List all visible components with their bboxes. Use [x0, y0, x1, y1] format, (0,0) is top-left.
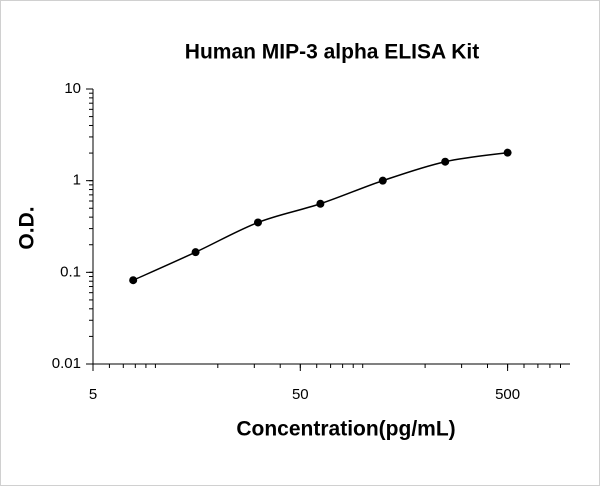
data-point: [129, 276, 138, 285]
y-tick-label: 0.01: [52, 355, 81, 372]
y-tick-label: 1: [73, 172, 81, 189]
x-tick-label: 50: [292, 386, 309, 403]
data-point: [191, 248, 200, 257]
data-point: [503, 148, 512, 157]
x-axis-label: Concentration(pg/mL): [236, 418, 455, 441]
data-point: [253, 218, 262, 227]
chart-title: Human MIP-3 alpha ELISA Kit: [185, 41, 479, 64]
x-tick-label: 500: [495, 386, 520, 403]
y-axis-label: O.D.: [16, 206, 39, 249]
data-point: [316, 199, 325, 208]
y-tick-label: 0.1: [60, 263, 81, 280]
data-point: [441, 157, 450, 166]
y-tick-label: 10: [64, 80, 81, 97]
x-tick-label: 5: [89, 386, 97, 403]
data-point: [378, 176, 387, 185]
